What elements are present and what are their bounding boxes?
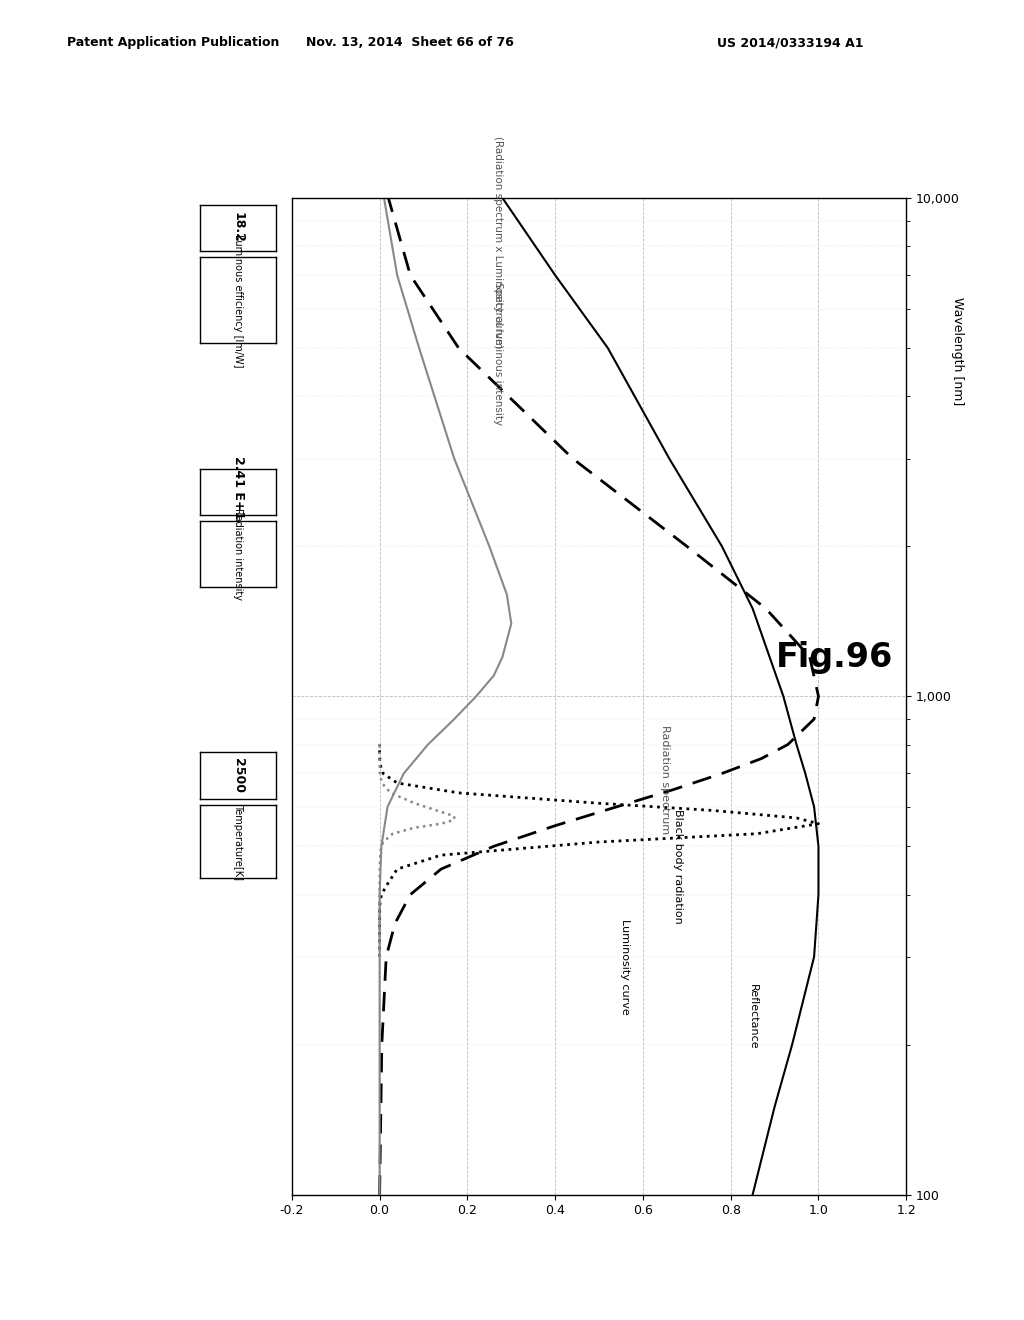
Text: (Radiation spectrum x Luminosity curve): (Radiation spectrum x Luminosity curve) <box>494 136 503 348</box>
Text: Radiation spectrum: Radiation spectrum <box>659 725 670 834</box>
Text: 18.2: 18.2 <box>231 213 245 243</box>
Text: Luminous efficiency [lm/W]: Luminous efficiency [lm/W] <box>233 234 243 367</box>
Text: Nov. 13, 2014  Sheet 66 of 76: Nov. 13, 2014 Sheet 66 of 76 <box>305 36 514 49</box>
Text: Radiation intensity: Radiation intensity <box>233 508 243 601</box>
Text: Wavelength [nm]: Wavelength [nm] <box>951 297 964 405</box>
Text: 2.41 E+15: 2.41 E+15 <box>231 455 245 528</box>
Text: Fig.96: Fig.96 <box>776 640 893 673</box>
Text: 2500: 2500 <box>231 758 245 793</box>
Text: Spectral luminous intensity: Spectral luminous intensity <box>494 282 503 425</box>
Text: Patent Application Publication: Patent Application Publication <box>67 36 279 49</box>
Text: Reflectance: Reflectance <box>748 985 758 1051</box>
Text: Temperature[K]: Temperature[K] <box>233 804 243 879</box>
Text: Black body radiation: Black body radiation <box>673 809 683 924</box>
Text: US 2014/0333194 A1: US 2014/0333194 A1 <box>717 36 863 49</box>
Text: Luminosity curve: Luminosity curve <box>621 919 631 1014</box>
